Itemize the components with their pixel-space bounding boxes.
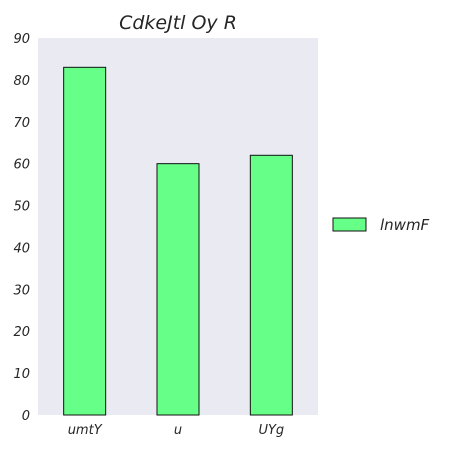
- legend-swatch: [332, 217, 367, 232]
- y-tick-label: 50: [13, 200, 30, 215]
- bar-umtY: [63, 66, 107, 416]
- x-axis-ticks: umtY u UYg: [68, 423, 285, 438]
- y-tick-label: 70: [13, 116, 30, 131]
- y-tick-label: 80: [13, 74, 30, 89]
- y-tick-label: 90: [13, 32, 30, 47]
- x-tick-label: umtY: [68, 423, 103, 438]
- y-tick-label: 30: [13, 283, 30, 298]
- y-tick-label: 20: [13, 325, 30, 340]
- y-tick-label: 40: [13, 241, 30, 256]
- y-tick-label: 0: [22, 409, 30, 424]
- y-tick-label: 10: [13, 367, 30, 382]
- bar-UYg: [249, 154, 293, 416]
- chart-title: CdkeJtl Oy R: [119, 12, 237, 34]
- y-axis-ticks: 0 10 20 30 40 50 60 70 80 90: [13, 32, 30, 424]
- y-tick-label: 60: [13, 158, 30, 173]
- legend-label: lnwmF: [380, 216, 430, 234]
- legend: lnwmF: [332, 216, 430, 234]
- x-tick-label: UYg: [258, 423, 284, 438]
- x-tick-label: u: [174, 423, 182, 438]
- bars-group: [63, 66, 293, 416]
- bar-u: [156, 163, 200, 416]
